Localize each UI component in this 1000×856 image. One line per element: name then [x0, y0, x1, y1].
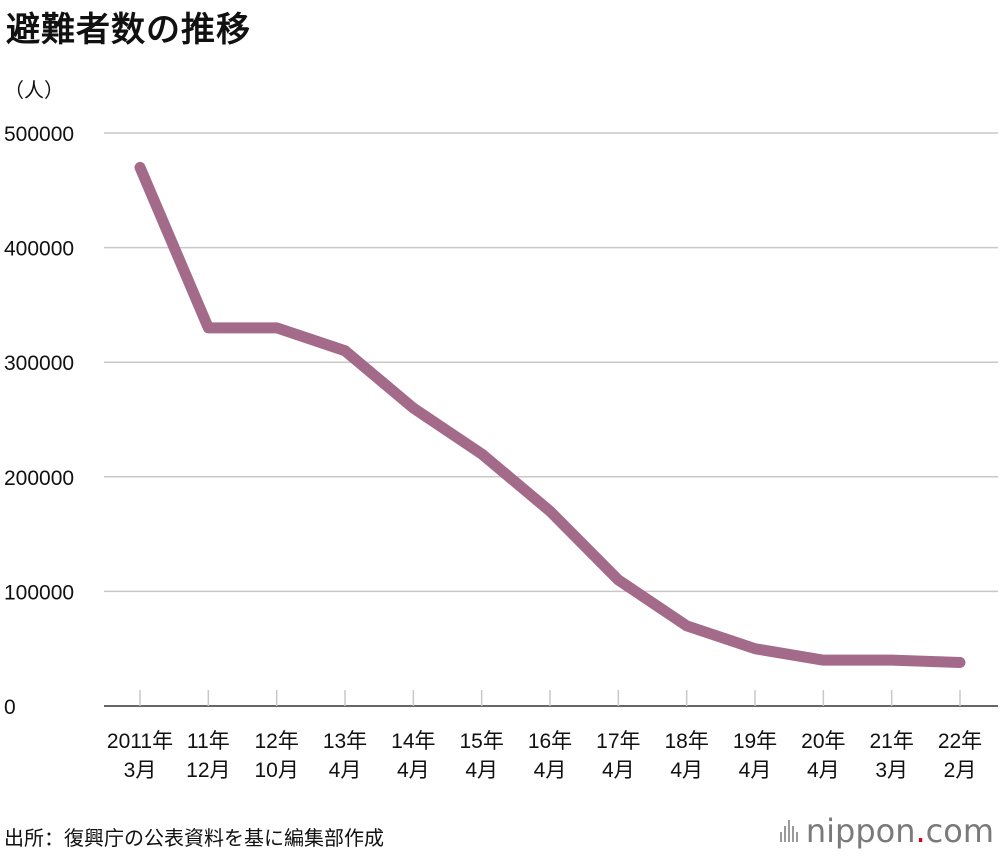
x-tick-label-year: 19年 — [733, 730, 777, 753]
x-tick-label-month: 4月 — [670, 759, 703, 782]
x-tick-label-month: 3月 — [124, 759, 157, 782]
x-tick-label-year: 14年 — [391, 730, 435, 753]
x-tick-label-month: 4月 — [534, 759, 567, 782]
x-tick-label-year: 20年 — [801, 730, 845, 753]
x-tick-label-month: 4月 — [397, 759, 430, 782]
x-tick-label-month: 4月 — [602, 759, 635, 782]
x-tick-label-month: 4月 — [807, 759, 840, 782]
x-tick-label-year: 17年 — [596, 730, 640, 753]
x-tick-label-month: 4月 — [739, 759, 772, 782]
x-tick-label-year: 12年 — [254, 730, 298, 753]
nippon-logo: nippon. com — [779, 812, 994, 850]
x-tick-label-month: 10月 — [254, 759, 298, 782]
x-tick-label-month: 4月 — [465, 759, 498, 782]
y-axis-unit-label: （人） — [4, 78, 64, 102]
y-tick-label: 0 — [4, 696, 16, 719]
x-tick-label-year: 13年 — [323, 730, 367, 753]
x-tick-label-year: 21年 — [869, 730, 913, 753]
series-line-evacuees — [134, 161, 966, 668]
source-note: 出所：復興庁の公表資料を基に編集部作成 — [4, 826, 384, 850]
x-tick-label-year: 22年 — [938, 730, 982, 753]
y-tick-label: 300000 — [4, 352, 74, 375]
y-tick-label: 500000 — [4, 123, 74, 146]
logo-name: nippon — [805, 812, 916, 850]
y-tick-label: 100000 — [4, 581, 74, 604]
chart-title: 避難者数の推移 — [6, 10, 251, 50]
x-tick-label-month: 4月 — [329, 759, 362, 782]
y-tick-label: 400000 — [4, 238, 74, 261]
x-tick-label-month: 12月 — [186, 759, 230, 782]
x-tick-label-year: 16年 — [528, 730, 572, 753]
y-tick-label: 200000 — [4, 467, 74, 490]
logo-dot: . — [915, 812, 926, 850]
logo-bars-icon — [779, 820, 798, 842]
x-tick-label-month: 2月 — [944, 759, 977, 782]
x-tick-label-month: 3月 — [875, 759, 908, 782]
x-tick-label-year: 18年 — [664, 730, 708, 753]
logo-tld: com — [925, 812, 994, 850]
x-tick-label-year: 15年 — [459, 730, 503, 753]
x-tick-label-year: 11年 — [187, 730, 230, 753]
x-tick-label-year: 2011年 — [107, 730, 173, 753]
